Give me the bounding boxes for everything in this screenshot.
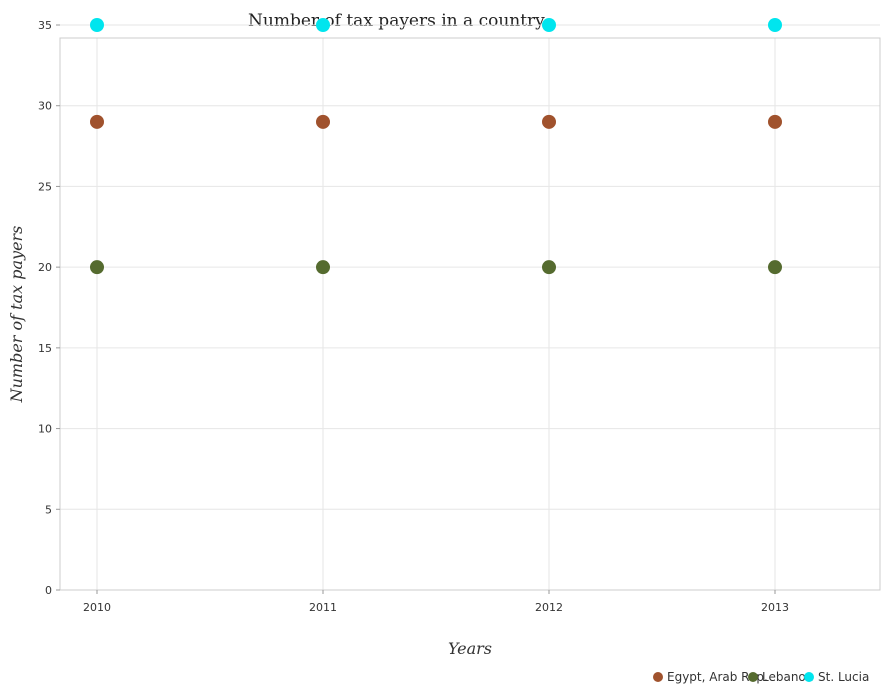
x-axis-label: Years bbox=[448, 639, 492, 658]
y-tick-label: 10 bbox=[38, 423, 52, 436]
legend-marker bbox=[748, 672, 758, 682]
data-point bbox=[542, 18, 556, 32]
x-axis-ticks: 2010 2011 2012 2013 bbox=[83, 590, 789, 614]
chart-title: Number of tax payers in a country bbox=[248, 11, 545, 31]
y-tick-label: 30 bbox=[38, 100, 52, 113]
data-point bbox=[316, 115, 330, 129]
data-point bbox=[768, 260, 782, 274]
data-point bbox=[90, 115, 104, 129]
legend-label: St. Lucia bbox=[818, 670, 869, 684]
data-point bbox=[90, 18, 104, 32]
x-tick-label: 2012 bbox=[535, 601, 563, 614]
y-axis-label: Number of tax payers bbox=[7, 226, 26, 404]
data-point bbox=[90, 260, 104, 274]
legend: Egypt, Arab Rep.Lebanon St. Lucia bbox=[653, 670, 869, 684]
x-tick-label: 2010 bbox=[83, 601, 111, 614]
data-points bbox=[90, 18, 782, 274]
data-point bbox=[542, 115, 556, 129]
legend-marker bbox=[804, 672, 814, 682]
data-point bbox=[316, 18, 330, 32]
y-tick-label: 0 bbox=[45, 584, 52, 597]
data-point bbox=[542, 260, 556, 274]
data-point bbox=[316, 260, 330, 274]
y-tick-label: 5 bbox=[45, 503, 52, 516]
y-tick-label: 25 bbox=[38, 180, 52, 193]
y-tick-label: 20 bbox=[38, 261, 52, 274]
legend-marker bbox=[653, 672, 663, 682]
y-axis-ticks: 0 5 10 15 20 25 30 35 bbox=[38, 19, 60, 597]
data-point bbox=[768, 115, 782, 129]
data-point bbox=[768, 18, 782, 32]
y-tick-label: 15 bbox=[38, 342, 52, 355]
grid bbox=[60, 25, 880, 590]
plot-frame bbox=[60, 38, 880, 590]
x-tick-label: 2013 bbox=[761, 601, 789, 614]
y-tick-label: 35 bbox=[38, 19, 52, 32]
x-tick-label: 2011 bbox=[309, 601, 337, 614]
